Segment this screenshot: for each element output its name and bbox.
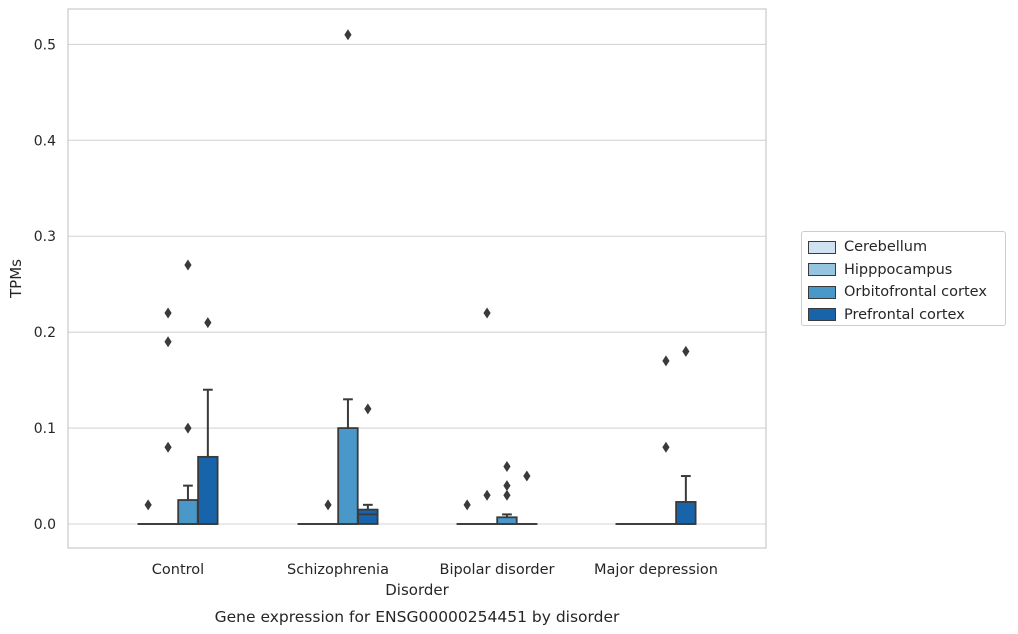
outlier-marker	[662, 355, 670, 367]
outlier-marker	[184, 259, 192, 271]
outlier-marker	[364, 403, 372, 415]
outlier-marker	[463, 499, 471, 511]
legend-item-orbitofrontal-cortex: Orbitofrontal cortex	[808, 281, 1005, 304]
outlier-marker	[483, 489, 491, 501]
plot-frame	[67, 8, 767, 549]
y-tick-label: 0.1	[34, 421, 56, 437]
legend-swatch-orbitofrontal-cortex	[808, 285, 836, 299]
outlier-marker	[164, 441, 172, 453]
x-tick-label: Schizophrenia	[287, 562, 389, 578]
y-tick-label: 0.0	[34, 517, 56, 533]
box-3-3	[675, 475, 697, 525]
outlier-marker	[164, 336, 172, 348]
legend: Cerebellum Hipppocampus Orbitofrontal co…	[801, 231, 1006, 326]
legend-label-hippocampus: Hipppocampus	[844, 261, 953, 278]
outlier-marker	[503, 489, 511, 501]
box-rect	[675, 501, 697, 525]
legend-item-cerebellum: Cerebellum	[808, 236, 1005, 259]
box-rect	[197, 455, 219, 525]
outlier-marker	[144, 499, 152, 511]
y-axis-label: TPMs	[7, 259, 25, 299]
legend-swatch-prefrontal-cortex	[808, 308, 836, 322]
box-3-1	[357, 503, 379, 525]
legend-item-hippocampus: Hipppocampus	[808, 259, 1005, 282]
legend-label-orbitofrontal-cortex: Orbitofrontal cortex	[844, 284, 987, 301]
legend-swatch-hippocampus	[808, 263, 836, 277]
legend-label-prefrontal-cortex: Prefrontal cortex	[844, 306, 965, 323]
outlier-marker	[483, 307, 491, 319]
outlier-marker	[184, 422, 192, 434]
y-tick-label: 0.5	[34, 37, 56, 53]
outlier-marker	[164, 307, 172, 319]
box-2-1	[337, 398, 359, 525]
box-rect	[177, 499, 199, 525]
box-2-2	[496, 513, 518, 525]
outlier-marker	[503, 480, 511, 492]
box-rect	[496, 516, 518, 525]
box-rect	[337, 427, 359, 525]
outlier-marker	[503, 460, 511, 472]
y-tick-label: 0.3	[34, 229, 56, 245]
y-tick-label: 0.4	[34, 133, 56, 149]
box-2-0	[177, 484, 199, 525]
outlier-marker	[682, 345, 690, 357]
box-rect	[357, 508, 379, 525]
outlier-marker	[324, 499, 332, 511]
outlier-marker	[204, 317, 212, 329]
chart-title: Gene expression for ENSG00000254451 by d…	[215, 608, 620, 626]
outlier-marker	[662, 441, 670, 453]
legend-swatch-cerebellum	[808, 240, 836, 254]
box-3-0	[197, 388, 219, 525]
x-tick-label: Bipolar disorder	[440, 562, 555, 578]
legend-label-cerebellum: Cerebellum	[844, 239, 928, 256]
legend-item-prefrontal-cortex: Prefrontal cortex	[808, 304, 1005, 327]
outlier-marker	[523, 470, 531, 482]
x-axis-label: Disorder	[385, 581, 449, 599]
x-tick-label: Major depression	[594, 562, 718, 578]
y-tick-label: 0.2	[34, 325, 56, 341]
outlier-marker	[344, 29, 352, 41]
x-tick-label: Control	[152, 562, 204, 578]
